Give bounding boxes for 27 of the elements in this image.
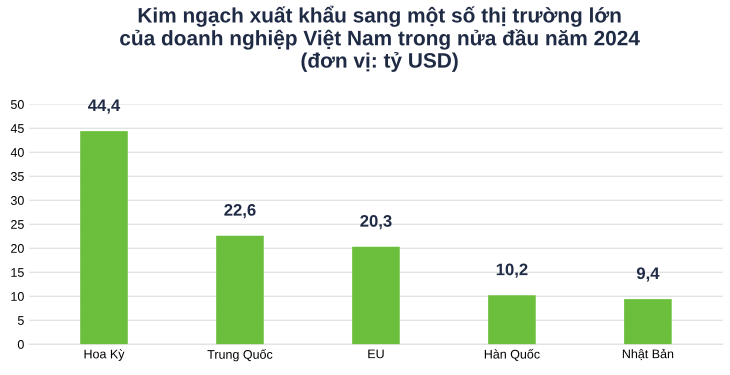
bar — [216, 236, 264, 344]
bar — [488, 295, 536, 344]
data-label: 20,3 — [360, 215, 392, 230]
y-tick-label: 5 — [18, 316, 24, 325]
x-tick-label: Hoa Kỳ — [84, 349, 124, 361]
bar — [352, 246, 400, 344]
x-tick-label: Hàn Quốc — [484, 348, 540, 361]
data-label: 22,6 — [224, 204, 256, 218]
x-tick-label: Nhật Bản — [622, 348, 674, 360]
y-tick-label: 30 — [10, 196, 24, 205]
y-tick-label: 15 — [11, 268, 24, 277]
y-tick-label: 20 — [11, 244, 24, 253]
y-tick-label: 10 — [11, 292, 24, 301]
y-tick-label: 25 — [11, 220, 24, 229]
x-tick-label: Trung Quốc — [207, 349, 272, 362]
data-label: 10,2 — [496, 264, 528, 278]
y-tick-label: 50 — [10, 100, 24, 109]
bar — [80, 131, 128, 344]
x-tick-label: EU — [368, 350, 384, 358]
chart-title: Kim ngạch xuất khẩu sang một số thị trường lớn của doanh nghiệp Việt Nam trong nửa đầu năm 2024 (đơn vị: tỷ USD) — [120, 6, 640, 72]
y-tick-label: 40 — [10, 148, 24, 157]
bar — [624, 299, 672, 344]
y-tick-label: 35 — [10, 172, 24, 181]
data-label: 9,4 — [636, 267, 660, 282]
data-label: 44,4 — [88, 100, 120, 114]
y-tick-label: 0 — [18, 340, 24, 349]
y-tick-label: 45 — [10, 124, 24, 133]
